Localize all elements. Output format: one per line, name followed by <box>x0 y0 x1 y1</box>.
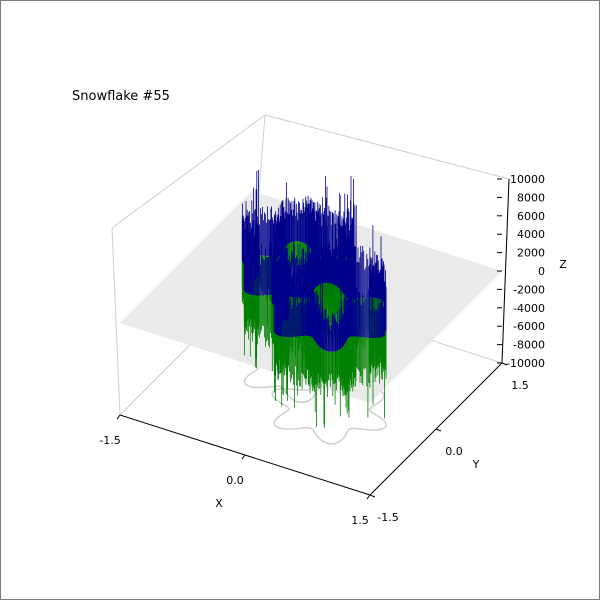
z-tick-label: 8000 <box>517 191 545 204</box>
z-axis-label: Z <box>559 258 567 271</box>
y-tick-label: 1.5 <box>511 379 529 392</box>
z-tick-label: 6000 <box>517 210 545 223</box>
x-tick <box>241 454 246 460</box>
x-tick <box>366 494 371 500</box>
x-tick-label: 1.5 <box>351 514 369 527</box>
y-axis-label: Y <box>472 458 480 471</box>
z-tick-label: 10000 <box>510 173 545 186</box>
surface-lines <box>241 169 387 428</box>
z-tick-label: 2000 <box>517 247 545 260</box>
x-axis-label: X <box>215 497 223 510</box>
x-tick-label: -1.5 <box>99 434 120 447</box>
pane-edge <box>264 114 510 180</box>
z-tick-label: -10000 <box>506 357 545 370</box>
y-tick <box>435 428 442 432</box>
chart-title: Snowflake #55 <box>72 89 170 104</box>
z-tick-label: 4000 <box>517 228 545 241</box>
snowflake-outline <box>271 374 387 445</box>
z-axis-line <box>501 178 510 364</box>
x-tick <box>116 414 121 420</box>
z-tick-label: -6000 <box>513 320 545 333</box>
z-tick-label: -8000 <box>513 339 545 352</box>
y-tick <box>369 494 376 498</box>
axes <box>116 178 510 500</box>
pane-edge <box>111 227 121 416</box>
x-tick-label: 0.0 <box>226 474 244 487</box>
z-tick-label: -2000 <box>513 283 545 296</box>
y-tick-label: -1.5 <box>377 511 398 524</box>
pane-edge <box>111 114 266 229</box>
z-tick-label: 0 <box>538 265 545 278</box>
z-tick-label: -4000 <box>513 302 545 315</box>
y-tick <box>501 362 508 366</box>
tick-labels: -1.5 0.0 1.5 -1.5 0.0 1.5 -10000 -8000 -6000 -400… <box>99 173 567 527</box>
y-tick-label: 0.0 <box>445 445 463 458</box>
